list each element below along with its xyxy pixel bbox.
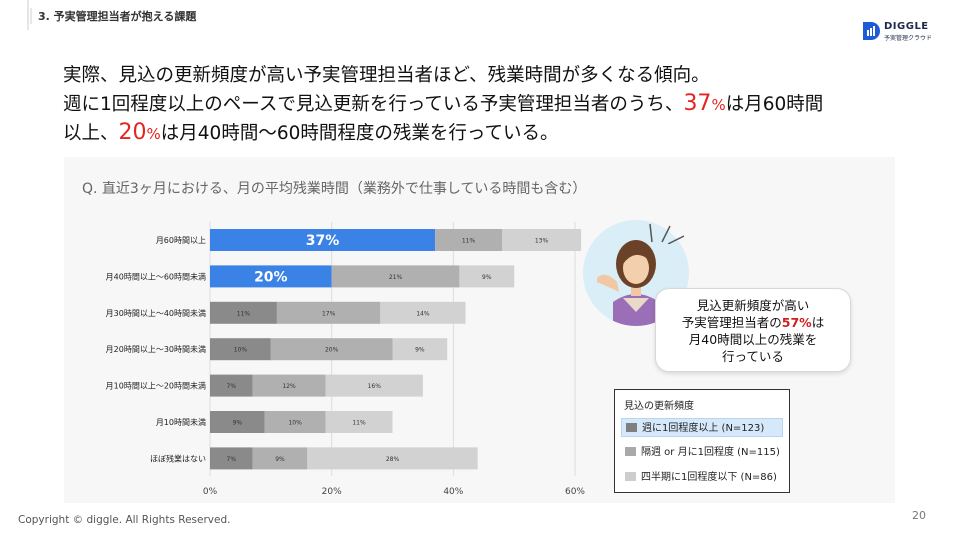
speech-bubble: 見込更新頻度が高い 予実管理担当者の57%は 月40時間以上の残業を 行っている — [655, 288, 851, 372]
bar-segment — [210, 265, 332, 288]
bar-segment — [276, 301, 381, 324]
data-label: 16% — [368, 383, 382, 390]
data-label: 20% — [325, 347, 339, 354]
headline-line-1: 実際、見込の更新頻度が高い予実管理担当者ほど、残業時間が多くなる傾向。 — [63, 65, 710, 86]
legend-swatch — [626, 423, 637, 432]
headline-text: は月60時間 — [725, 94, 824, 115]
copyright: Copyright © diggle. All Rights Reserved. — [18, 514, 231, 526]
page-number: 20 — [912, 509, 926, 522]
bar-segment — [459, 265, 515, 288]
headline-text: 週に1回程度以上のペースで見込更新を行っている予実管理担当者のうち、 — [63, 94, 684, 115]
bar-segment — [392, 338, 448, 361]
headline-text: 以上、 — [63, 123, 119, 144]
speech-highlight: 57% — [781, 315, 812, 330]
bar-segment — [502, 229, 582, 251]
data-label: 17% — [322, 310, 336, 317]
data-label: 21% — [389, 274, 403, 281]
legend-label: 週に1回程度以上 (N=123) — [642, 423, 765, 434]
data-label: 9% — [415, 347, 425, 354]
category-label: 月10時間以上〜20時間未満 — [106, 381, 206, 391]
data-label: 9% — [275, 456, 285, 463]
bar-segment — [264, 411, 326, 433]
legend-label: 四半期に1回程度以下 (N=86) — [641, 472, 777, 483]
category-label: ほぼ残業はない — [150, 453, 206, 463]
bar-segment — [252, 374, 326, 397]
speech-line-4: 行っている — [722, 349, 784, 364]
data-label: 9% — [233, 420, 243, 427]
bar-segment — [252, 447, 308, 470]
bar-segment — [210, 447, 253, 470]
chart-legend: 見込の更新頻度 週に1回程度以上 (N=123) 隔週 or 月に1回程度 (N… — [614, 389, 790, 493]
bar-segment — [325, 374, 423, 397]
bar-segment — [325, 411, 393, 433]
legend-item: 週に1回程度以上 (N=123) — [621, 418, 783, 437]
speech-text: は — [811, 315, 825, 330]
bar-segment — [270, 338, 393, 361]
headline-line-3: 以上、20%は月40時間〜60時間程度の残業を行っている。 — [63, 119, 923, 148]
logo-name: DIGGLE — [884, 21, 929, 32]
data-label: 37% — [306, 233, 340, 249]
headline-line-2: 週に1回程度以上のペースで見込更新を行っている予実管理担当者のうち、37%は月6… — [63, 90, 923, 119]
data-label: 9% — [482, 274, 492, 281]
legend-title: 見込の更新頻度 — [624, 401, 694, 412]
data-label: 10% — [288, 420, 302, 427]
data-label: 11% — [462, 238, 476, 245]
bar-segment — [380, 301, 466, 324]
x-tick-label: 60% — [565, 487, 585, 497]
category-label: 月10時間未満 — [156, 417, 206, 427]
speech-line-2: 予実管理担当者の57%は — [656, 314, 850, 331]
data-label: 13% — [535, 238, 549, 245]
bar-segment — [331, 265, 460, 288]
data-label: 10% — [234, 347, 248, 354]
data-label: 28% — [386, 456, 400, 463]
x-tick-label: 20% — [322, 487, 342, 497]
data-label: 14% — [416, 310, 430, 317]
section-divider — [27, 0, 29, 30]
data-label: 7% — [227, 383, 237, 390]
bar-segment — [210, 301, 277, 324]
legend-swatch — [625, 447, 636, 456]
data-label: 20% — [254, 269, 288, 285]
data-label: 11% — [352, 420, 366, 427]
legend-label: 隔週 or 月に1回程度 (N=115) — [641, 447, 780, 458]
bar-segment — [210, 411, 265, 433]
bar-segment — [435, 229, 502, 251]
bar-segment — [210, 229, 436, 251]
headline-number: 37 — [683, 91, 712, 116]
speech-line-3: 月40時間以上の残業を — [688, 332, 818, 347]
data-label: 7% — [227, 456, 237, 463]
headline-number: 20 — [118, 120, 147, 145]
x-tick-label: 0% — [203, 487, 218, 497]
category-label: 月60時間以上 — [156, 236, 206, 245]
category-label: 月20時間以上〜30時間未満 — [106, 344, 206, 354]
bar-segment — [210, 374, 253, 397]
chart-question: Q. 直近3ヶ月における、月の平均残業時間（業務外で仕事している時間も含む） — [82, 181, 587, 197]
diggle-logo-icon — [863, 22, 880, 40]
diggle-logo: DIGGLE 予実管理クラウド — [862, 20, 952, 44]
headline-percent: % — [711, 96, 726, 114]
data-label: 11% — [237, 310, 251, 317]
category-label: 月30時間以上〜40時間未満 — [106, 308, 206, 318]
bar-segment — [307, 447, 478, 470]
emphasis-lines-icon — [649, 223, 685, 244]
data-label: 12% — [282, 383, 296, 390]
speech-text: 予実管理担当者の — [681, 315, 782, 330]
headline-percent: % — [146, 125, 161, 143]
headline: 実際、見込の更新頻度が高い予実管理担当者ほど、残業時間が多くなる傾向。 週に1回… — [63, 62, 923, 148]
section-label: 3. 予実管理担当者が抱える課題 — [30, 8, 196, 24]
bar-segment — [210, 338, 271, 361]
category-label: 月40時間以上〜60時間未満 — [106, 271, 206, 281]
speech-line-1: 見込更新頻度が高い — [696, 298, 810, 313]
legend-swatch — [625, 472, 636, 481]
x-tick-label: 40% — [443, 487, 463, 497]
legend-item: 四半期に1回程度以下 (N=86) — [621, 468, 783, 487]
logo-subtitle: 予実管理クラウド — [884, 35, 933, 42]
headline-text: は月40時間〜60時間程度の残業を行っている。 — [160, 123, 559, 144]
legend-item: 隔週 or 月に1回程度 (N=115) — [621, 443, 783, 462]
woman-icon — [597, 240, 659, 326]
